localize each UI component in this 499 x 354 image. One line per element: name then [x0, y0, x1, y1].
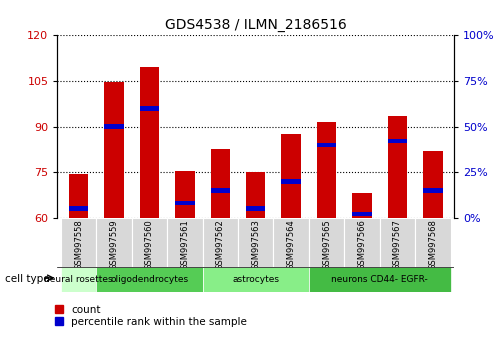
Bar — [317, 122, 336, 218]
Text: GSM997567: GSM997567 — [393, 219, 402, 270]
Bar — [69, 174, 88, 218]
Text: GSM997561: GSM997561 — [181, 219, 190, 270]
Bar — [96, 267, 203, 292]
Text: GSM997563: GSM997563 — [251, 219, 260, 270]
Text: GSM997568: GSM997568 — [428, 219, 437, 270]
Bar — [61, 267, 96, 292]
Title: GDS4538 / ILMN_2186516: GDS4538 / ILMN_2186516 — [165, 18, 347, 32]
Bar — [281, 179, 301, 183]
Text: GSM997564: GSM997564 — [286, 219, 296, 270]
Bar — [96, 218, 132, 267]
Bar — [132, 218, 167, 267]
Bar — [273, 218, 309, 267]
Text: astrocytes: astrocytes — [232, 275, 279, 284]
Text: neural rosettes: neural rosettes — [44, 275, 113, 284]
Bar — [203, 218, 238, 267]
Bar — [317, 143, 336, 147]
Bar — [175, 171, 195, 218]
Text: GSM997562: GSM997562 — [216, 219, 225, 270]
Bar — [104, 82, 124, 218]
Bar — [211, 188, 230, 193]
Text: GSM997558: GSM997558 — [74, 219, 83, 270]
Bar — [352, 212, 372, 216]
Bar — [246, 172, 265, 218]
Bar — [203, 267, 309, 292]
Bar — [140, 106, 159, 110]
Bar — [423, 151, 443, 218]
Bar — [140, 67, 159, 218]
Legend: count, percentile rank within the sample: count, percentile rank within the sample — [52, 303, 250, 329]
Bar — [238, 218, 273, 267]
Bar — [61, 218, 96, 267]
Bar — [309, 267, 451, 292]
Bar — [380, 218, 415, 267]
Bar — [104, 124, 124, 129]
Text: neurons CD44- EGFR-: neurons CD44- EGFR- — [331, 275, 428, 284]
Bar — [415, 218, 451, 267]
Bar — [388, 116, 407, 218]
Bar — [167, 218, 203, 267]
Bar — [175, 201, 195, 205]
Text: GSM997566: GSM997566 — [357, 219, 366, 270]
Text: GSM997559: GSM997559 — [110, 219, 119, 270]
Text: oligodendrocytes: oligodendrocytes — [110, 275, 189, 284]
Bar — [246, 206, 265, 211]
Bar — [388, 139, 407, 143]
Text: GSM997560: GSM997560 — [145, 219, 154, 270]
Bar — [211, 149, 230, 218]
Text: cell type: cell type — [5, 274, 49, 284]
Bar — [309, 218, 344, 267]
Bar — [352, 193, 372, 218]
Bar — [423, 188, 443, 193]
Text: GSM997565: GSM997565 — [322, 219, 331, 270]
Bar — [69, 206, 88, 211]
Bar — [344, 218, 380, 267]
Bar — [281, 134, 301, 218]
